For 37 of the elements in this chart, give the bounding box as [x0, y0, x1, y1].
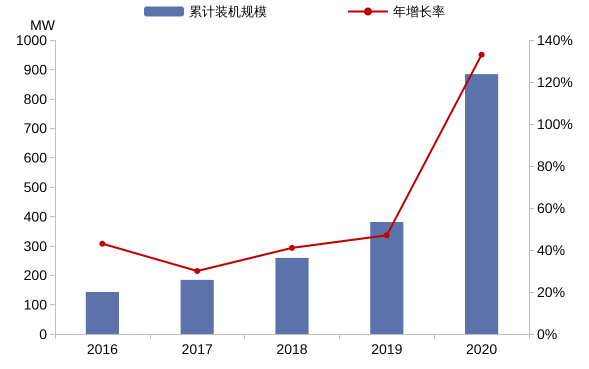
- y2-tick-label: 20%: [537, 284, 566, 300]
- y-tick-label: 400: [24, 208, 48, 224]
- y2-tick-label: 60%: [537, 200, 566, 216]
- y-axis-title: MW: [30, 17, 56, 33]
- x-tick-label: 2020: [466, 341, 498, 357]
- y-tick-label: 1000: [16, 32, 48, 48]
- x-tick-label: 2016: [86, 341, 118, 357]
- y2-tick-label: 100%: [537, 116, 573, 132]
- bar: [86, 292, 119, 334]
- bar: [275, 258, 309, 334]
- y2-tick-label: 0%: [537, 326, 558, 342]
- y2-tick-label: 140%: [537, 32, 573, 48]
- legend-label: 累计装机规模: [189, 4, 267, 19]
- bar: [370, 222, 404, 334]
- y-tick-label: 500: [24, 179, 48, 195]
- y2-tick-label: 40%: [537, 242, 566, 258]
- y2-tick-label: 80%: [537, 158, 566, 174]
- y-tick-label: 600: [24, 150, 48, 166]
- y2-tick-label: 120%: [537, 74, 573, 90]
- y-tick-label: 300: [24, 238, 48, 254]
- y-tick-label: 200: [24, 267, 48, 284]
- x-tick-label: 2017: [182, 341, 213, 357]
- legend-label: 年增长率: [393, 4, 445, 19]
- point: [384, 232, 390, 238]
- x-tick-label: 2018: [276, 341, 308, 357]
- y-tick-label: 0: [39, 326, 48, 342]
- bar: [180, 280, 214, 334]
- y-tick-label: 900: [24, 61, 48, 78]
- point: [99, 240, 106, 247]
- point: [478, 52, 485, 58]
- point: [289, 244, 295, 251]
- y-tick-label: 800: [24, 90, 48, 107]
- point: [194, 268, 200, 274]
- y-tick-label: 700: [24, 120, 48, 136]
- x-tick-label: 2019: [371, 341, 403, 357]
- bar: [465, 74, 498, 334]
- y-tick-label: 100: [24, 296, 48, 313]
